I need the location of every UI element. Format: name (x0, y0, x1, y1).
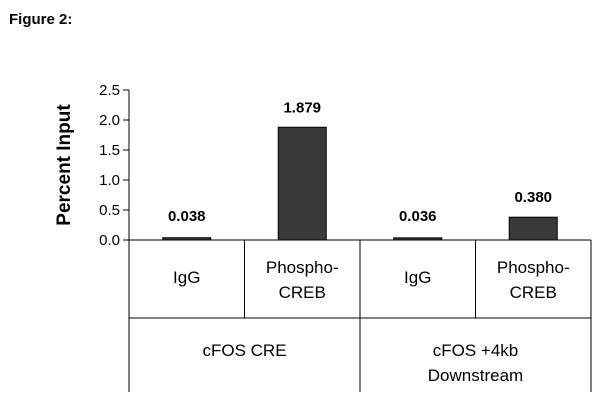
group-label: cFOS CRE (202, 341, 286, 360)
group-label-line: cFOS CRE (202, 341, 286, 360)
group-label: cFOS +4kb Downstream (428, 341, 523, 385)
figure-label: Figure 2: (9, 11, 73, 28)
y-axis-ticks: 0.0 0.5 1.0 1.5 2.0 2.5 (99, 82, 129, 249)
bars (162, 126, 558, 241)
bar (508, 216, 558, 241)
value-label: 0.380 (514, 189, 552, 206)
y-tick-label: 2.0 (99, 112, 120, 129)
category-label: IgG (173, 268, 200, 287)
group-label-line: cFOS +4kb (433, 341, 519, 360)
value-labels: 0.038 1.879 0.036 0.380 (168, 99, 552, 225)
category-label-line: Phospho- (266, 258, 339, 277)
axes (128, 90, 592, 392)
category-label-line: IgG (404, 268, 431, 287)
group-labels: cFOS CRE cFOS +4kb Downstream (202, 341, 523, 385)
category-label: Phospho- CREB (497, 258, 570, 302)
category-label-line: IgG (173, 268, 200, 287)
category-label-line: CREB (279, 283, 326, 302)
bar (277, 126, 327, 241)
value-label: 0.038 (168, 208, 206, 225)
category-labels: IgG Phospho- CREB IgG Phospho- CREB (173, 258, 570, 302)
category-label-line: Phospho- (497, 258, 570, 277)
value-label: 0.036 (399, 208, 437, 225)
y-tick-label: 1.0 (99, 172, 120, 189)
y-tick-label: 2.5 (99, 82, 120, 99)
y-tick-label: 0.0 (99, 232, 120, 249)
y-axis-label: Percent Input (54, 104, 75, 226)
category-label-line: CREB (510, 283, 557, 302)
group-label-line: Downstream (428, 366, 523, 385)
category-label: Phospho- CREB (266, 258, 339, 302)
y-tick-label: 0.5 (99, 202, 120, 219)
y-tick-label: 1.5 (99, 142, 120, 159)
value-label: 1.879 (283, 99, 321, 116)
category-label: IgG (404, 268, 431, 287)
